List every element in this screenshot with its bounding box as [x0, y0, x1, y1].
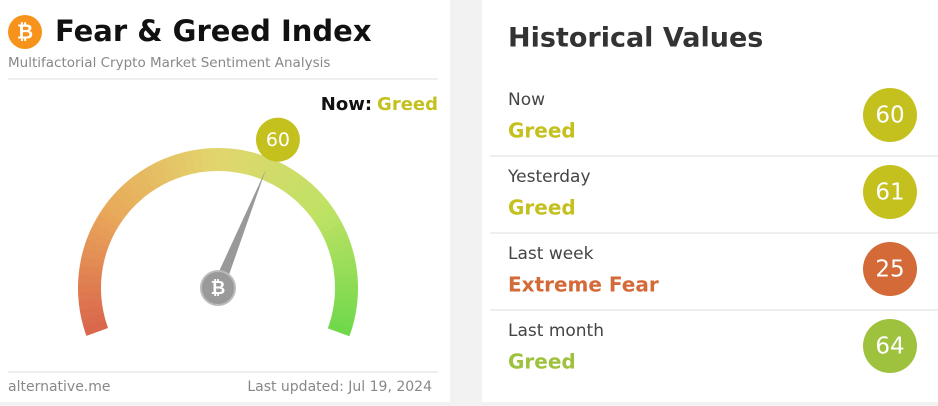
- gauge-arc: [81, 247, 107, 262]
- history-panel: Historical Values Now Greed 60 Yesterday Gre…: [490, 23, 938, 374]
- gauge-arc: [334, 274, 358, 285]
- gauge-arc: [261, 158, 280, 183]
- gauge-arc: [78, 291, 102, 302]
- row-label: Last week: [508, 244, 594, 264]
- row-value: 61: [875, 180, 904, 206]
- bitcoin-icon: [8, 15, 42, 49]
- now-status: Greed: [377, 94, 438, 115]
- gauge-arc: [327, 239, 353, 255]
- row-label: Yesterday: [507, 167, 591, 187]
- gauge-arc: [78, 298, 103, 310]
- gauge-arc: [218, 148, 228, 172]
- gauge-arc: [304, 193, 328, 216]
- gauge-arc: [81, 313, 106, 328]
- gauge-arc: [114, 186, 137, 210]
- gauge-arc: [247, 152, 263, 178]
- row-badge: [863, 242, 917, 296]
- needle: [212, 169, 266, 291]
- gauge-arc: [309, 200, 333, 222]
- gauge-arc: [254, 155, 271, 180]
- subtitle: Multifactorial Crypto Market Sentiment A…: [8, 55, 330, 71]
- row-badge: [863, 319, 917, 373]
- row-label: Now: [508, 90, 545, 110]
- gauge-arc: [313, 207, 338, 228]
- gauge-arc: [98, 207, 123, 228]
- row-label: Last month: [508, 321, 604, 341]
- gauge-arc: [120, 180, 143, 204]
- gauge-arc: [90, 222, 115, 241]
- history-card: Historical Values Now Greed 60 Yesterday Gre…: [482, 0, 938, 402]
- row-value: 64: [875, 334, 904, 360]
- index-panel: ₿ Fear & Greed Index Multifactorial Cryp…: [8, 14, 438, 395]
- gauge-arc: [94, 214, 119, 234]
- gauge-arc: [134, 170, 155, 195]
- row-badge: [863, 88, 917, 142]
- history-title: Historical Values: [508, 23, 763, 54]
- row-status: Extreme Fear: [508, 273, 659, 297]
- gauge-arc: [149, 161, 168, 187]
- gauge-arc: [103, 200, 127, 221]
- value-label: 60: [266, 129, 290, 151]
- gauge-arc: [83, 238, 109, 255]
- gauge-arc: [332, 306, 357, 320]
- row-status: Greed: [508, 350, 576, 374]
- row-badge: [863, 165, 917, 219]
- gauge-arc: [173, 152, 189, 177]
- gauge-arc: [200, 148, 211, 172]
- gauge: ₿ 60: [78, 117, 358, 337]
- gauge-arc: [86, 230, 112, 248]
- gauge-arc: [333, 265, 358, 277]
- row-value: 25: [875, 257, 904, 283]
- title: Fear & Greed Index: [55, 14, 372, 48]
- gauge-arc: [299, 187, 322, 210]
- hub-symbol: ₿: [211, 278, 226, 299]
- gauge-arc: [327, 320, 353, 337]
- index-card: ₿ Fear & Greed Index Multifactorial Cryp…: [0, 0, 450, 402]
- bitcoin-symbol: ₿: [17, 20, 33, 44]
- needle-hub: [200, 270, 236, 306]
- gauge-arc: [287, 175, 309, 200]
- gauge-arc: [209, 148, 219, 172]
- gauge-arc: [268, 161, 287, 187]
- gauge-arc: [293, 181, 316, 205]
- gauge-arc: [127, 175, 149, 199]
- gauge-arc: [165, 154, 182, 180]
- row-status: Greed: [508, 196, 576, 220]
- updated: Last updated: Jul 19, 2024: [247, 379, 432, 395]
- gauge-arc: [281, 170, 302, 195]
- gauge-arc: [321, 222, 347, 241]
- gauge-arc: [330, 313, 355, 328]
- gauge-arc: [334, 291, 358, 302]
- row-status: Greed: [508, 119, 576, 143]
- gauge-arc: [83, 320, 109, 336]
- gauge-arc: [141, 165, 162, 190]
- gauge-arc: [78, 282, 102, 293]
- source: alternative.me: [8, 379, 111, 395]
- gauge-arc: [332, 256, 357, 270]
- gauge-arc: [157, 158, 175, 183]
- gauge-arc: [275, 165, 295, 191]
- gauge-arc: [79, 256, 105, 270]
- gauge-arc: [191, 149, 204, 174]
- gauge-arc: [317, 215, 343, 235]
- gauge-arc: [108, 193, 132, 215]
- now-line: Now: Greed: [321, 94, 438, 115]
- gauge-arc: [240, 150, 254, 175]
- gauge-arc: [78, 273, 102, 284]
- row-value: 60: [875, 103, 904, 129]
- value-bubble: [255, 117, 300, 162]
- gauge-arc: [225, 148, 237, 173]
- gauge-arc: [324, 231, 350, 248]
- gauge-arc: [330, 247, 355, 263]
- gauge-arc: [79, 305, 104, 319]
- now-label: Now:: [321, 94, 372, 115]
- gauge-arc: [232, 149, 246, 174]
- gauge-arc: [334, 283, 358, 293]
